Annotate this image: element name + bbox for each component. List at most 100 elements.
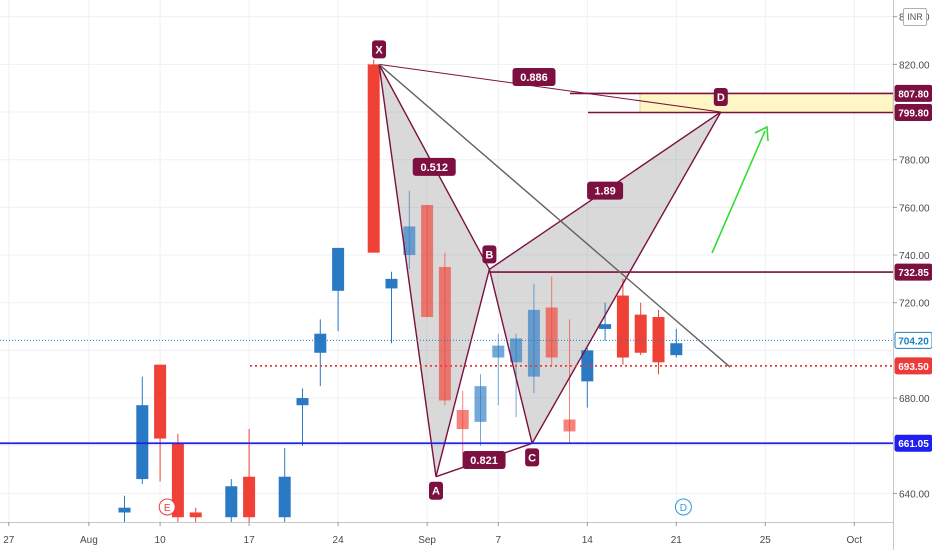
y-tick-label: 720.00 [899,299,930,310]
x-tick-label: Oct [847,535,863,546]
candle-body[interactable] [581,350,594,382]
price-tag-label: 807.80 [898,89,929,100]
price-tag[interactable] [894,104,932,122]
candle-body[interactable] [225,486,238,518]
price-tag-label: 693.50 [898,362,929,373]
ratio-badge [412,157,456,176]
point-badge [372,40,387,59]
event-marker-circle[interactable] [158,498,176,516]
candle-body[interactable] [136,405,149,480]
arrow-shaft [711,130,766,254]
y-tick-label: 780.00 [899,156,930,167]
point-badge [525,448,540,467]
candle-body[interactable] [154,364,167,439]
up-arrow-icon [711,125,769,254]
candle-body[interactable] [438,266,451,401]
y-tick-label: 640.00 [899,489,930,500]
y-axis[interactable]: 640.00 680.00 720.00 740.00 760.00 780.00 820.… [893,0,932,550]
x-tick-label: 14 [582,535,594,546]
candle-body[interactable] [421,204,434,318]
candle-body[interactable] [652,317,665,363]
x-tick-label: Aug [80,535,98,546]
candle-body[interactable] [189,512,202,518]
point-label: D [717,92,725,104]
y-tick-label: 740.00 [899,251,930,262]
point-label: B [485,249,493,261]
candle-body[interactable] [599,324,612,329]
ratio-text: 0.886 [520,72,548,84]
price-tag-label: 732.85 [898,268,929,279]
candle-body[interactable] [243,476,256,518]
pattern-leg-XA [378,64,437,477]
y-tick-label: 820.00 [899,60,930,71]
y-tick-label: 680.00 [899,394,930,405]
x-axis[interactable]: 27 Aug 10 17 24 Sep 7 14 21 25 Oct [0,522,932,550]
point-label: A [432,486,440,498]
candle-body[interactable] [296,398,309,406]
candle-body[interactable] [403,226,416,256]
pattern-leg-BC [488,269,533,444]
candle-body[interactable] [118,507,131,513]
pattern-leg-AB [435,269,491,477]
price-tag[interactable] [894,434,932,452]
x-tick-label: 7 [496,535,502,546]
event-marker-text: E [164,503,171,514]
pattern-point-labels: X A B C D [372,40,728,500]
ratio-badge [512,68,556,86]
levels [0,92,893,445]
price-tag[interactable] [894,357,932,375]
candle-body[interactable] [385,278,398,289]
candle-body[interactable] [670,343,683,356]
x-axis-bg [0,522,932,550]
event-marker-circle[interactable] [674,498,692,516]
x-tick-label: Sep [418,535,436,546]
ratio-text: 1.89 [594,186,615,198]
pattern-leg-XD [378,63,721,113]
candle-body[interactable] [314,333,327,353]
pattern-fill [379,64,721,477]
xab-triangle [379,64,490,477]
candle-body[interactable] [510,338,523,363]
price-tag[interactable] [894,263,932,281]
candle-body[interactable] [332,247,345,291]
x-tick-label: 10 [155,535,167,546]
target-zone [639,92,894,114]
point-label: X [375,44,383,56]
candle-body[interactable] [456,409,469,430]
bcd-triangle [489,112,721,444]
candle-body[interactable] [278,476,291,518]
ratio-labels: 0.512 0.821 1.89 0.886 [412,68,624,470]
y-tick-label: 760.00 [899,203,930,214]
x-tick-label: 17 [244,535,256,546]
event-marker-text: D [680,503,687,514]
candle-body[interactable] [634,314,647,353]
ratio-badge [462,451,506,470]
price-tag[interactable] [894,331,932,349]
candle-body[interactable] [527,309,540,377]
point-badge [429,481,443,500]
candle-body[interactable] [171,443,184,518]
price-tag-label: 704.20 [898,336,929,347]
candle-body[interactable] [563,419,576,432]
target-zone-box [639,92,894,114]
trend-line [378,63,731,368]
x-tick-label: 21 [671,535,683,546]
price-tag-label: 661.05 [898,439,929,450]
x-tick-label: 24 [333,535,345,546]
price-tag[interactable] [894,84,932,102]
candle-body[interactable] [474,386,487,422]
candles[interactable] [118,59,683,522]
currency-badge[interactable]: INR [903,8,927,26]
x-tick-label: 25 [760,535,772,546]
ratio-text: 0.512 [420,162,448,174]
point-badge [482,245,497,264]
candle-body[interactable] [367,64,380,253]
candle-body[interactable] [545,307,558,358]
trend-line-segment [378,63,731,368]
arrow-head [754,125,769,142]
candle-body[interactable] [492,345,505,358]
candle-body[interactable] [616,295,629,358]
x-tick-label: 27 [3,535,15,546]
